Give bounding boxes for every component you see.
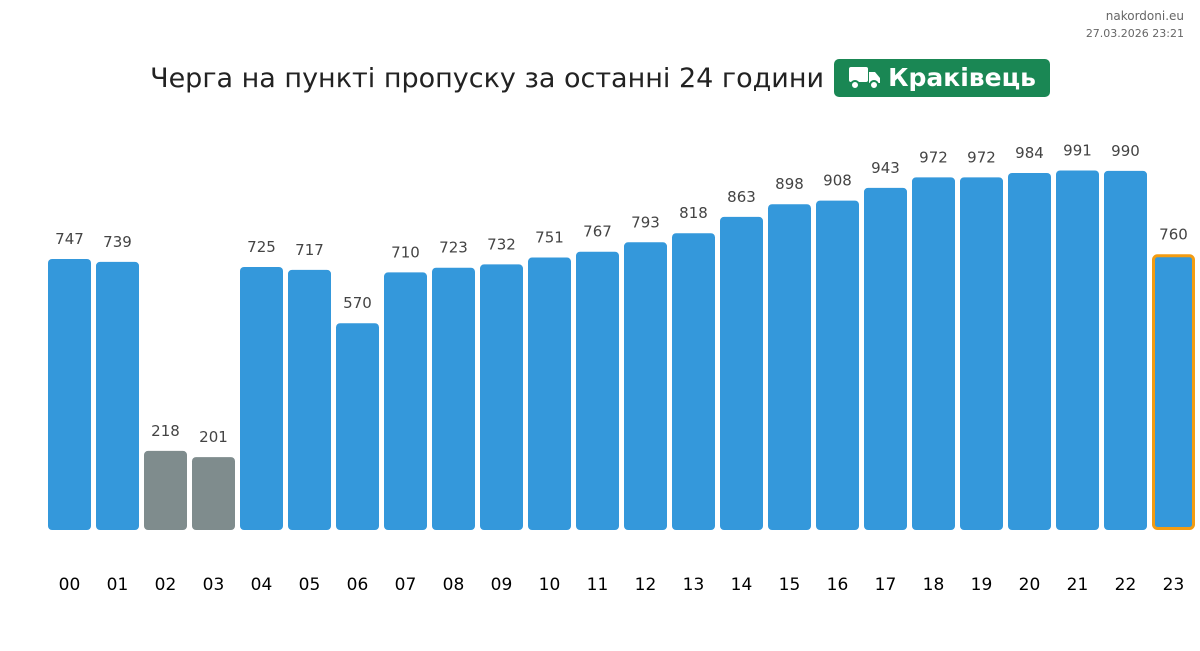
value-label-22: 990 xyxy=(1111,142,1140,160)
x-tick-label-12: 12 xyxy=(635,575,657,595)
bar-04 xyxy=(240,266,283,530)
x-tick-label-21: 21 xyxy=(1067,575,1089,595)
x-tick-label-08: 08 xyxy=(443,575,465,595)
x-tick-label-13: 13 xyxy=(683,575,705,595)
value-label-02: 218 xyxy=(151,422,180,440)
bar-00 xyxy=(48,258,91,530)
x-tick-label-18: 18 xyxy=(923,575,945,595)
x-tick-label-03: 03 xyxy=(203,575,225,595)
x-tick-label-05: 05 xyxy=(299,575,321,595)
value-label-03: 201 xyxy=(199,428,228,446)
value-label-11: 767 xyxy=(583,223,612,241)
x-tick-label-07: 07 xyxy=(395,575,417,595)
bar-06 xyxy=(336,323,379,530)
bar-19 xyxy=(960,177,1003,530)
value-label-13: 818 xyxy=(679,204,708,222)
chart-header: Черга на пункті пропуску за останні 24 г… xyxy=(0,59,1200,97)
value-label-07: 710 xyxy=(391,243,420,261)
checkpoint-name: Краківець xyxy=(888,63,1036,92)
bar-18 xyxy=(912,177,955,530)
bar-03 xyxy=(192,457,235,530)
value-label-14: 863 xyxy=(727,188,756,206)
value-label-20: 984 xyxy=(1015,144,1044,162)
value-label-21: 991 xyxy=(1063,141,1092,159)
bar-08 xyxy=(432,267,475,530)
x-tick-label-11: 11 xyxy=(587,575,609,595)
value-label-06: 570 xyxy=(343,294,372,312)
value-label-01: 739 xyxy=(103,233,132,251)
bar-11 xyxy=(576,251,619,530)
bar-05 xyxy=(288,269,331,530)
x-tick-label-16: 16 xyxy=(827,575,849,595)
bar-15 xyxy=(768,204,811,530)
bar-09 xyxy=(480,264,523,530)
bar-16 xyxy=(816,200,859,530)
bar-23 xyxy=(1152,254,1195,530)
bar-13 xyxy=(672,233,715,530)
x-tick-label-14: 14 xyxy=(731,575,753,595)
value-label-17: 943 xyxy=(871,159,900,177)
chart-title: Черга на пункті пропуску за останні 24 г… xyxy=(150,62,825,94)
x-tick-label-10: 10 xyxy=(539,575,561,595)
x-tick-label-19: 19 xyxy=(971,575,993,595)
bar-14 xyxy=(720,216,763,530)
x-tick-label-06: 06 xyxy=(347,575,369,595)
value-label-19: 972 xyxy=(967,148,996,166)
source-info: nakordoni.eu 27.03.2026 23:21 xyxy=(1086,8,1184,42)
bar-02 xyxy=(144,450,187,530)
value-label-08: 723 xyxy=(439,239,468,257)
x-tick-label-02: 02 xyxy=(155,575,177,595)
bar-07 xyxy=(384,272,427,530)
x-tick-label-15: 15 xyxy=(779,575,801,595)
bar-01 xyxy=(96,261,139,530)
x-tick-label-22: 22 xyxy=(1115,575,1137,595)
x-tick-label-09: 09 xyxy=(491,575,513,595)
value-label-10: 751 xyxy=(535,229,564,247)
value-label-04: 725 xyxy=(247,238,276,256)
bar-12 xyxy=(624,242,667,530)
value-label-00: 747 xyxy=(55,230,84,248)
x-tick-label-23: 23 xyxy=(1163,575,1185,595)
x-tick-label-17: 17 xyxy=(875,575,897,595)
value-label-16: 908 xyxy=(823,172,852,190)
source-datetime: 27.03.2026 23:21 xyxy=(1085,27,1184,40)
x-tick-label-01: 01 xyxy=(107,575,129,595)
bar-17 xyxy=(864,187,907,531)
x-tick-label-04: 04 xyxy=(251,575,273,595)
checkpoint-badge: Краківець xyxy=(834,59,1050,97)
bar-21 xyxy=(1056,170,1099,530)
value-label-15: 898 xyxy=(775,175,804,193)
x-tick-label-00: 00 xyxy=(59,575,81,595)
bar-10 xyxy=(528,257,571,530)
value-label-18: 972 xyxy=(919,148,948,166)
truck-icon xyxy=(849,66,881,90)
value-label-09: 732 xyxy=(487,235,516,253)
x-tick-label-20: 20 xyxy=(1019,575,1041,595)
value-label-05: 717 xyxy=(295,241,324,259)
source-site: nakordoni.eu xyxy=(1105,9,1184,23)
value-label-12: 793 xyxy=(631,213,660,231)
bar-22 xyxy=(1104,170,1147,530)
value-label-23: 760 xyxy=(1159,225,1188,243)
bar-20 xyxy=(1008,173,1051,530)
